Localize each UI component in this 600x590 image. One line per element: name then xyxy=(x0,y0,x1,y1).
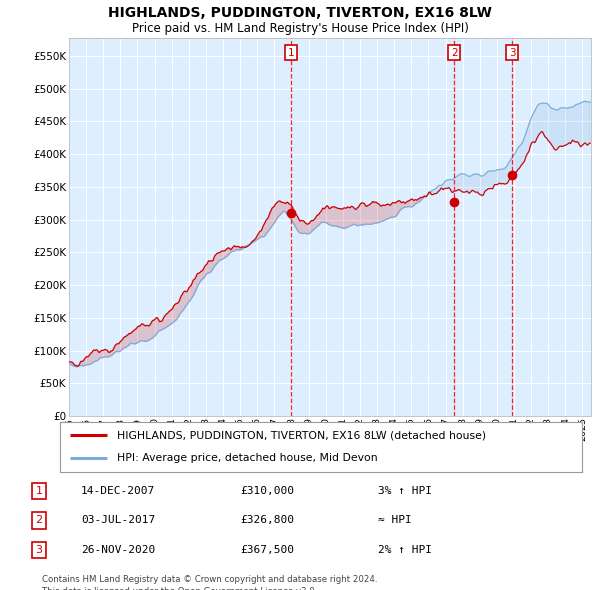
Text: HPI: Average price, detached house, Mid Devon: HPI: Average price, detached house, Mid … xyxy=(118,454,378,464)
Text: 26-NOV-2020: 26-NOV-2020 xyxy=(81,545,155,555)
Text: 1: 1 xyxy=(35,486,43,496)
Text: Contains HM Land Registry data © Crown copyright and database right 2024.
This d: Contains HM Land Registry data © Crown c… xyxy=(42,575,377,590)
Text: 2% ↑ HPI: 2% ↑ HPI xyxy=(378,545,432,555)
Text: HIGHLANDS, PUDDINGTON, TIVERTON, EX16 8LW (detached house): HIGHLANDS, PUDDINGTON, TIVERTON, EX16 8L… xyxy=(118,430,487,440)
Text: 14-DEC-2007: 14-DEC-2007 xyxy=(81,486,155,496)
Text: 03-JUL-2017: 03-JUL-2017 xyxy=(81,516,155,525)
Text: £310,000: £310,000 xyxy=(240,486,294,496)
Text: 3% ↑ HPI: 3% ↑ HPI xyxy=(378,486,432,496)
Text: 2: 2 xyxy=(451,48,457,58)
Text: £367,500: £367,500 xyxy=(240,545,294,555)
Text: 3: 3 xyxy=(509,48,515,58)
Text: ≈ HPI: ≈ HPI xyxy=(378,516,412,525)
Text: Price paid vs. HM Land Registry's House Price Index (HPI): Price paid vs. HM Land Registry's House … xyxy=(131,22,469,35)
Text: £326,800: £326,800 xyxy=(240,516,294,525)
Text: 2: 2 xyxy=(35,516,43,525)
Text: HIGHLANDS, PUDDINGTON, TIVERTON, EX16 8LW: HIGHLANDS, PUDDINGTON, TIVERTON, EX16 8L… xyxy=(108,6,492,20)
Text: 1: 1 xyxy=(287,48,294,58)
Text: 3: 3 xyxy=(35,545,43,555)
